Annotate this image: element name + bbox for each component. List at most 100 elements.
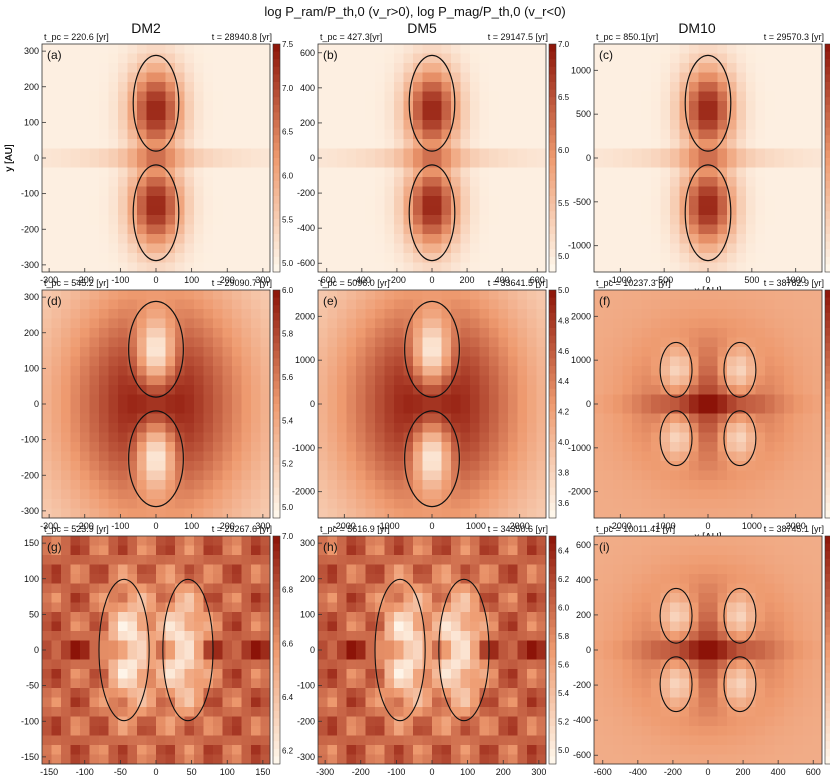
heatmap-cell (89, 63, 100, 73)
heatmap-cell (527, 640, 537, 651)
heatmap-cell (232, 621, 242, 632)
heatmap-cell (489, 451, 499, 462)
heatmap-cell (232, 545, 242, 556)
heatmap-cell (413, 659, 423, 670)
heatmap-cell (765, 489, 775, 500)
heatmap-cell (346, 621, 357, 632)
sim-time-label: t = 29570.3 [yr] (764, 32, 824, 42)
heatmap-cell (61, 451, 71, 462)
heatmap-cell (70, 167, 81, 178)
heatmap-cell (470, 337, 480, 348)
heatmap-cell (670, 499, 680, 509)
heatmap-cell (479, 499, 490, 509)
heatmap-cell (460, 101, 471, 111)
heatmap-cell (774, 91, 785, 102)
heatmap-cell (394, 186, 404, 197)
heatmap-cell (632, 72, 642, 83)
heatmap-cell (241, 423, 252, 433)
heatmap-cell (108, 148, 119, 159)
heatmap-cell (394, 659, 404, 670)
heatmap-cell (432, 196, 442, 206)
heatmap-cell (89, 631, 100, 641)
heatmap-cell (632, 110, 642, 121)
heatmap-cell (156, 508, 166, 519)
heatmap-cell (527, 659, 537, 670)
heatmap-cell (603, 413, 614, 424)
heatmap-cell (213, 688, 223, 698)
heatmap-cell (394, 536, 404, 546)
heatmap-cell (441, 583, 452, 594)
heatmap-cell (337, 337, 347, 348)
heatmap-cell (127, 602, 138, 613)
heatmap-cell (432, 754, 442, 765)
heatmap-cell (260, 234, 271, 244)
heatmap-cell (727, 508, 737, 519)
heatmap-cell (441, 129, 452, 140)
heatmap-cell (708, 318, 718, 329)
x-tick-label: 300 (255, 521, 270, 531)
heatmap-cell (603, 508, 614, 519)
heatmap-cell (679, 177, 690, 187)
heatmap-cell (175, 234, 185, 244)
heatmap-cell (613, 375, 623, 386)
heatmap-cell (384, 53, 395, 64)
heatmap-cell (213, 234, 223, 244)
heatmap-cell (470, 290, 480, 300)
heatmap-cell (137, 91, 147, 102)
heatmap-cell (613, 215, 623, 225)
heatmap-cell (793, 186, 804, 197)
heatmap-cell (413, 91, 423, 102)
heatmap-cell (108, 318, 119, 329)
heatmap-cell (156, 53, 166, 64)
heatmap-cell (489, 120, 499, 130)
x-tick-label: 200 (220, 275, 235, 285)
heatmap-cell (413, 290, 423, 300)
heatmap-cell (241, 555, 252, 565)
heatmap-cell (184, 262, 195, 273)
heatmap-cell (498, 413, 509, 424)
heatmap-cell (765, 139, 775, 149)
heatmap-cell (156, 347, 166, 357)
heatmap-cell (498, 602, 509, 613)
heatmap-cell (698, 489, 709, 500)
colorbar-segment (549, 142, 556, 151)
heatmap-cell (774, 290, 785, 300)
heatmap-cell (508, 262, 518, 273)
colorbar-segment (549, 404, 556, 412)
heatmap-cell (156, 461, 166, 471)
heatmap-cell (394, 470, 404, 481)
heatmap-cell (232, 167, 242, 178)
heatmap-cell (517, 366, 528, 376)
heatmap-cell (689, 299, 699, 310)
heatmap-cell (251, 72, 261, 83)
heatmap-cell (260, 612, 271, 622)
heatmap-cell (460, 461, 471, 471)
heatmap-cell (717, 101, 728, 111)
heatmap-cell (441, 299, 452, 310)
heatmap-cell (755, 82, 766, 92)
heatmap-cell (165, 707, 176, 717)
heatmap-cell (403, 423, 414, 433)
heatmap-cell (156, 290, 166, 300)
heatmap-cell (365, 442, 376, 452)
heatmap-cell (517, 593, 528, 603)
heatmap-cell (346, 754, 357, 765)
heatmap-cell (774, 120, 785, 130)
heatmap-cell (384, 72, 395, 83)
heatmap-cell (660, 110, 671, 121)
colorbar-segment (825, 226, 830, 235)
heatmap-cell (508, 593, 518, 603)
heatmap-cell (489, 177, 499, 187)
heatmap-cell (108, 678, 119, 689)
heatmap-cell (613, 470, 623, 481)
heatmap-cell (346, 536, 357, 546)
heatmap-cell (793, 158, 804, 168)
heatmap-cell (403, 177, 414, 187)
heatmap-cell (670, 205, 680, 216)
heatmap-cell (61, 129, 71, 140)
heatmap-cell (479, 489, 490, 500)
heatmap-cell (708, 290, 718, 300)
heatmap-cell (222, 129, 233, 140)
heatmap-cell (422, 224, 433, 235)
y-tick-label: 200 (24, 82, 39, 92)
